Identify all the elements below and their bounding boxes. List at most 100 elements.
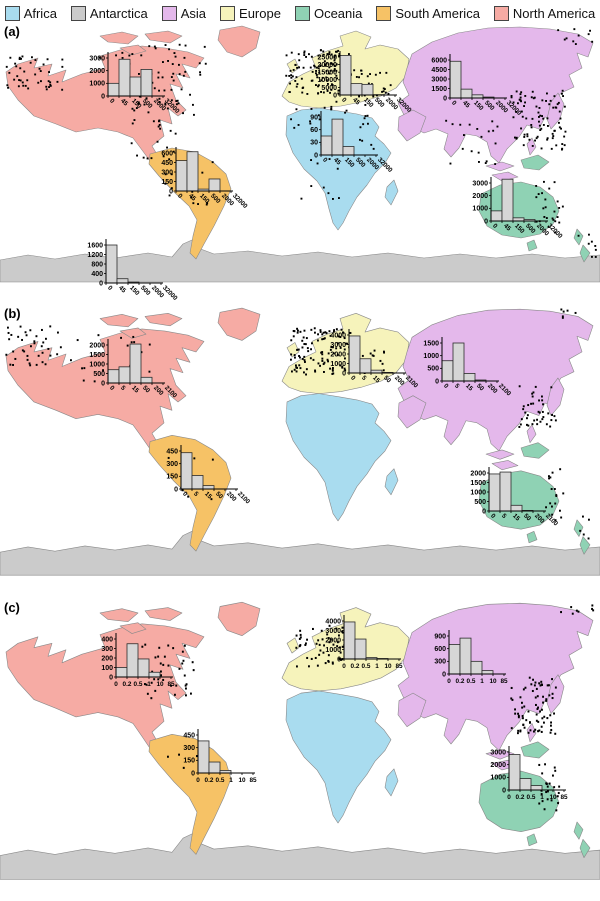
y-tick-label: 0 xyxy=(99,280,103,287)
occurrence-point xyxy=(548,694,551,697)
occurrence-point xyxy=(290,358,292,361)
occurrence-point xyxy=(17,335,20,338)
occurrence-point xyxy=(577,234,580,237)
occurrence-point xyxy=(343,337,346,340)
x-tick-label: 0 xyxy=(491,222,499,230)
indonesia xyxy=(491,171,519,182)
occurrence-point xyxy=(344,111,346,114)
occurrence-point xyxy=(33,342,36,345)
occurrence-point xyxy=(528,138,531,141)
y-tick-label: 5000 xyxy=(321,85,337,92)
y-tick-label: 150 xyxy=(161,179,173,186)
x-tick-label: 0 xyxy=(114,681,118,688)
occurrence-point xyxy=(175,100,178,102)
x-tick-label: 45 xyxy=(332,156,342,166)
occurrence-point xyxy=(21,338,23,341)
occurrence-point xyxy=(298,59,301,62)
occurrence-point xyxy=(296,366,298,369)
occurrence-point xyxy=(531,392,534,395)
occurrence-point xyxy=(321,351,324,354)
occurrence-point xyxy=(514,712,517,715)
occurrence-point xyxy=(300,197,303,200)
occurrence-point xyxy=(533,419,536,422)
occurrence-point xyxy=(14,357,17,360)
occurrence-point xyxy=(520,100,522,103)
occurrence-point xyxy=(178,753,180,756)
occurrence-point xyxy=(44,363,47,366)
occurrence-point xyxy=(526,414,529,417)
histogram-bar xyxy=(499,471,512,512)
occurrence-point xyxy=(131,122,134,125)
occurrence-point xyxy=(157,678,160,681)
occurrence-point xyxy=(164,103,167,106)
panel-a: (a) 0 1000 2000 3000 0 45 150 500 2000 32000 0 5000… xyxy=(0,24,600,302)
occurrence-point xyxy=(323,361,326,364)
occurrence-point xyxy=(531,423,534,426)
occurrence-point xyxy=(158,646,161,649)
occurrence-point xyxy=(549,714,552,717)
occurrence-point xyxy=(554,686,557,689)
occurrence-point xyxy=(527,424,530,427)
continent-south-america xyxy=(148,435,232,552)
occurrence-point xyxy=(290,118,292,121)
occurrence-point xyxy=(174,132,177,135)
histogram-bar xyxy=(137,658,150,678)
occurrence-point xyxy=(335,69,338,72)
occurrence-point xyxy=(29,364,32,367)
y-tick-label: 600 xyxy=(434,646,446,653)
occurrence-point xyxy=(558,207,561,209)
occurrence-point xyxy=(102,369,104,372)
occurrence-point xyxy=(543,715,546,718)
occurrence-point xyxy=(133,341,136,344)
occurrence-point xyxy=(468,123,471,126)
y-tick-label: 2000 xyxy=(89,68,105,75)
occurrence-point xyxy=(26,358,29,361)
occurrence-point xyxy=(146,692,149,695)
occurrence-point xyxy=(332,367,334,370)
y-tick-label: 2000 xyxy=(330,351,346,358)
occurrence-point xyxy=(31,56,33,59)
occurrence-point xyxy=(293,354,296,357)
occurrence-point xyxy=(532,97,535,100)
occurrence-point xyxy=(140,54,143,57)
occurrence-point xyxy=(310,328,313,331)
histogram-bar xyxy=(180,452,193,490)
occurrence-point xyxy=(83,367,86,370)
occurrence-point xyxy=(541,717,544,720)
occurrence-point xyxy=(373,349,376,352)
occurrence-point xyxy=(150,697,153,700)
occurrence-point xyxy=(558,110,561,113)
occurrence-point xyxy=(531,689,534,693)
y-tick-label: 300 xyxy=(183,745,195,752)
occurrence-point xyxy=(323,370,325,373)
x-tick-label: 0 xyxy=(106,284,114,292)
occurrence-point xyxy=(16,75,19,78)
occurrence-point xyxy=(290,339,293,342)
occurrence-point xyxy=(542,695,544,698)
occurrence-point xyxy=(162,155,165,158)
occurrence-point xyxy=(305,56,307,58)
arctic-island xyxy=(144,607,183,621)
occurrence-point xyxy=(152,120,155,123)
occurrence-point xyxy=(211,458,214,461)
histogram-bar xyxy=(118,58,131,97)
occurrence-point xyxy=(554,419,557,422)
histogram-bar xyxy=(449,60,462,99)
occurrence-point xyxy=(542,124,545,126)
occurrence-point xyxy=(303,359,306,362)
occurrence-point xyxy=(141,645,144,648)
occurrence-point xyxy=(459,123,462,126)
occurrence-point xyxy=(445,119,448,122)
occurrence-point xyxy=(323,106,326,109)
occurrence-point xyxy=(537,111,540,114)
occurrence-point xyxy=(190,196,193,199)
occurrence-point xyxy=(199,73,202,76)
occurrence-point xyxy=(336,77,338,80)
histogram-inset-oceania: 0 1000 2000 3000 0 45 150 500 2000 32000 xyxy=(467,175,567,247)
x-tick-label: 150 xyxy=(128,284,141,297)
occurrence-point xyxy=(9,363,12,366)
y-tick-label: 60 xyxy=(310,127,318,134)
occurrence-point xyxy=(49,354,52,357)
occurrence-point xyxy=(389,84,392,87)
occurrence-point xyxy=(13,78,16,81)
